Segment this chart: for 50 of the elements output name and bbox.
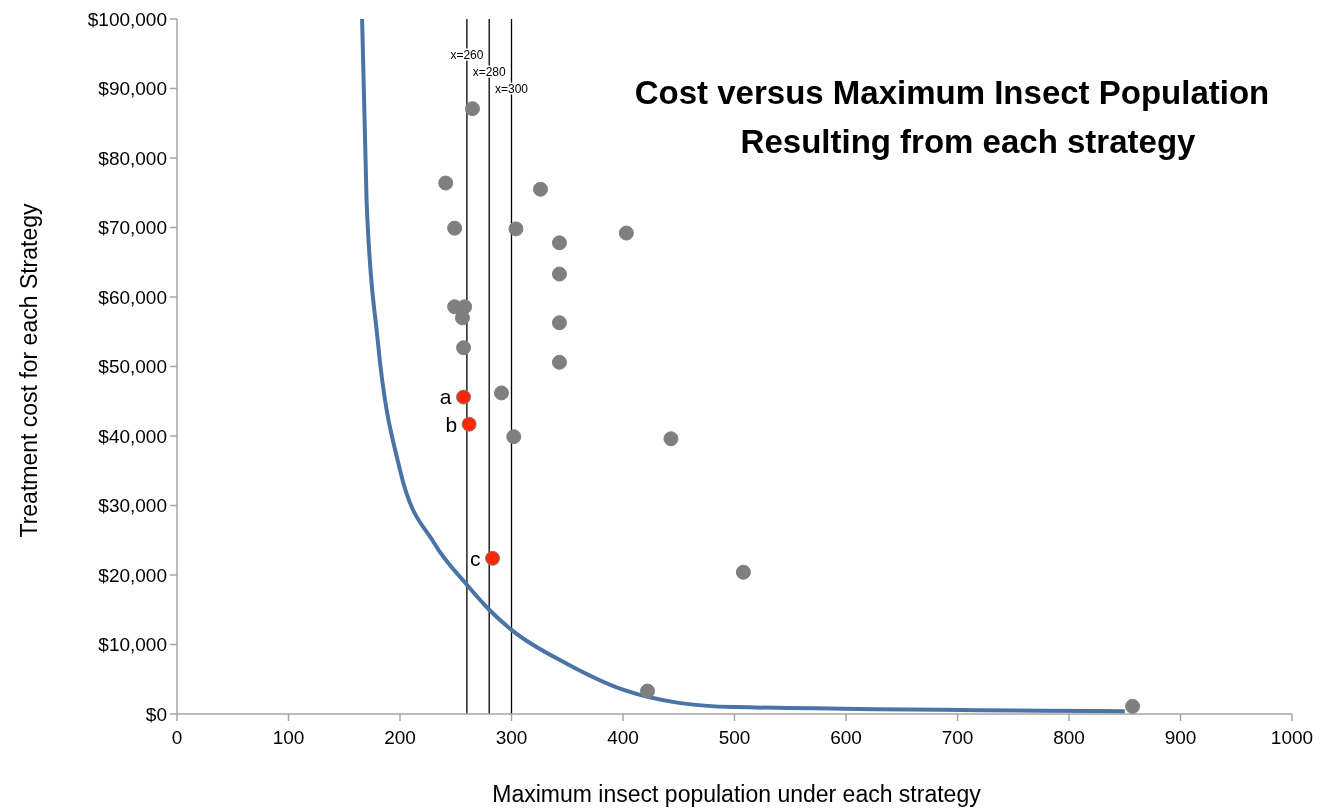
x-tick-label: 700 <box>941 727 974 748</box>
point <box>1125 698 1141 714</box>
point <box>551 266 567 282</box>
annotation: b <box>445 412 458 436</box>
y-tick-label: $70,000 <box>98 217 167 239</box>
point <box>447 220 463 236</box>
x-axis-title: Maximum insect population under each strategy <box>492 781 982 807</box>
x-tick-label: 600 <box>830 727 862 748</box>
point <box>456 340 472 356</box>
annotation: c <box>470 546 481 570</box>
point <box>663 431 679 447</box>
y-tick-label: $30,000 <box>98 495 167 517</box>
x-tick-label: 800 <box>1053 727 1085 748</box>
point <box>551 315 567 331</box>
annotation: a <box>439 385 452 409</box>
x-tick-label: 200 <box>384 727 416 748</box>
x-tick-label: 1000 <box>1270 727 1314 748</box>
point <box>551 354 567 370</box>
x-tick-label: 900 <box>1164 727 1197 748</box>
y-tick-label: $100,000 <box>87 8 167 30</box>
y-tick-label: $0 <box>145 703 167 725</box>
point <box>493 385 509 401</box>
y-tick-label: $40,000 <box>98 425 167 447</box>
point <box>551 235 567 251</box>
y-tick-label: $80,000 <box>98 147 167 169</box>
x-tick-label: 300 <box>495 727 528 748</box>
point <box>456 389 472 405</box>
y-tick-label: $50,000 <box>98 356 167 378</box>
point <box>464 101 480 117</box>
x-tick-label: 400 <box>607 727 639 748</box>
x-tick-label: 100 <box>272 727 305 748</box>
point <box>532 181 548 197</box>
y-tick-label: $20,000 <box>98 564 167 586</box>
point <box>735 564 751 580</box>
point <box>506 429 522 445</box>
y-tick-label: $10,000 <box>98 634 167 656</box>
point <box>485 550 501 566</box>
text: Resulting from each strategy <box>740 123 1197 160</box>
point <box>454 310 470 326</box>
text: Cost versus Maximum Insect Population <box>634 74 1270 111</box>
y-tick-label: $60,000 <box>98 286 167 308</box>
y-axis-title: Treatment cost for each Strategy <box>16 202 42 538</box>
y-tick-label: $90,000 <box>98 78 167 100</box>
point <box>438 175 454 191</box>
x-tick-label: 0 <box>171 727 183 748</box>
point <box>461 416 477 432</box>
point <box>508 221 524 237</box>
point <box>618 225 634 241</box>
x-tick-label: 500 <box>718 727 751 748</box>
point <box>640 683 656 699</box>
